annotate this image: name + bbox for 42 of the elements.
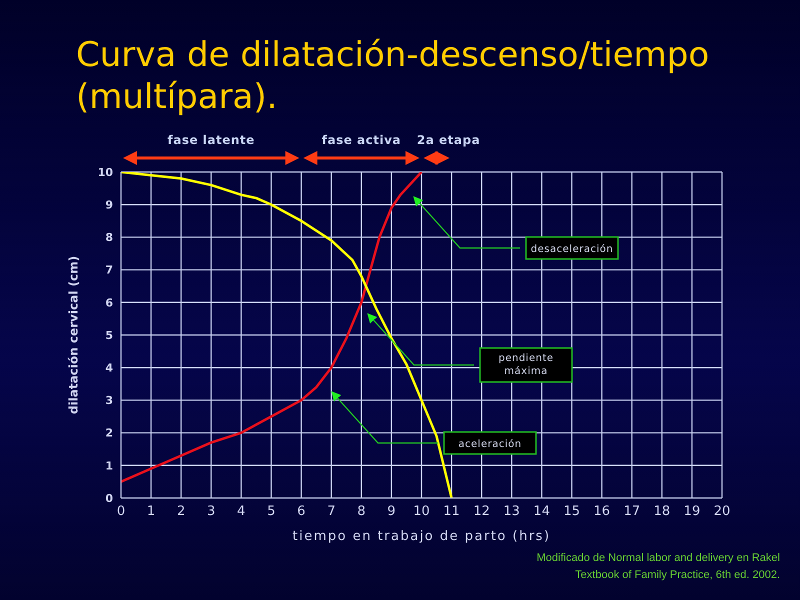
x-tick-label: 9 (387, 504, 396, 520)
x-tick-label: 6 (297, 504, 306, 520)
y-tick-label: 1 (105, 459, 113, 472)
x-tick-label: 13 (503, 504, 520, 520)
x-tick-label: 8 (357, 504, 366, 520)
text: 2a etapa (416, 133, 480, 147)
annotation: desaceleración (530, 244, 614, 255)
x-tick-label: 15 (563, 504, 580, 520)
x-tick-label: 12 (473, 504, 490, 520)
y-tick-label: 10 (98, 166, 114, 179)
x-tick-label: 3 (207, 504, 216, 520)
x-tick-label: 16 (594, 504, 610, 520)
y-tick-label: 2 (105, 426, 113, 440)
x-tick-label: 18 (654, 504, 670, 520)
x-tick-label: 11 (443, 504, 460, 520)
x-tick-label: 0 (116, 504, 126, 520)
x-tick-label: 20 (714, 504, 730, 520)
y-axis-title: dilatación cervical (cm) (66, 256, 80, 414)
x-tick-label: 14 (533, 504, 550, 520)
x-tick-label: 17 (624, 504, 640, 520)
y-tick-label: 3 (105, 394, 113, 408)
y-tick-label: 8 (105, 231, 113, 244)
text: fase activa (322, 133, 402, 147)
y-tick-label: 7 (105, 264, 113, 277)
y-tick-label: 4 (105, 362, 114, 375)
text: Modificado de Normal labor and delivery en Rakel Textbook of Family Practice, 6th ed. 2002. (536, 551, 780, 583)
x-tick-label: 10 (413, 504, 430, 520)
y-tick-label: 6 (105, 296, 114, 310)
x-axis-title: tiempo en trabajo de parto (hrs) (292, 529, 551, 544)
x-tick-label: 5 (267, 504, 276, 520)
annotation: aceleración (458, 439, 522, 450)
x-tick-label: 4 (237, 504, 246, 520)
x-tick-label: 7 (327, 504, 336, 520)
text: fase latente (168, 133, 255, 147)
x-tick-label: 1 (146, 504, 156, 520)
y-tick-label: 9 (105, 198, 113, 212)
x-tick-label: 2 (176, 504, 186, 520)
chart-title: Curva de dilatación-descenso/tiempo (multípara). (76, 34, 710, 118)
y-tick-label: 0 (105, 492, 114, 505)
annotation: pendiente máxima (498, 353, 554, 377)
y-tick-label: 5 (105, 328, 113, 342)
x-tick-label: 19 (684, 504, 700, 520)
